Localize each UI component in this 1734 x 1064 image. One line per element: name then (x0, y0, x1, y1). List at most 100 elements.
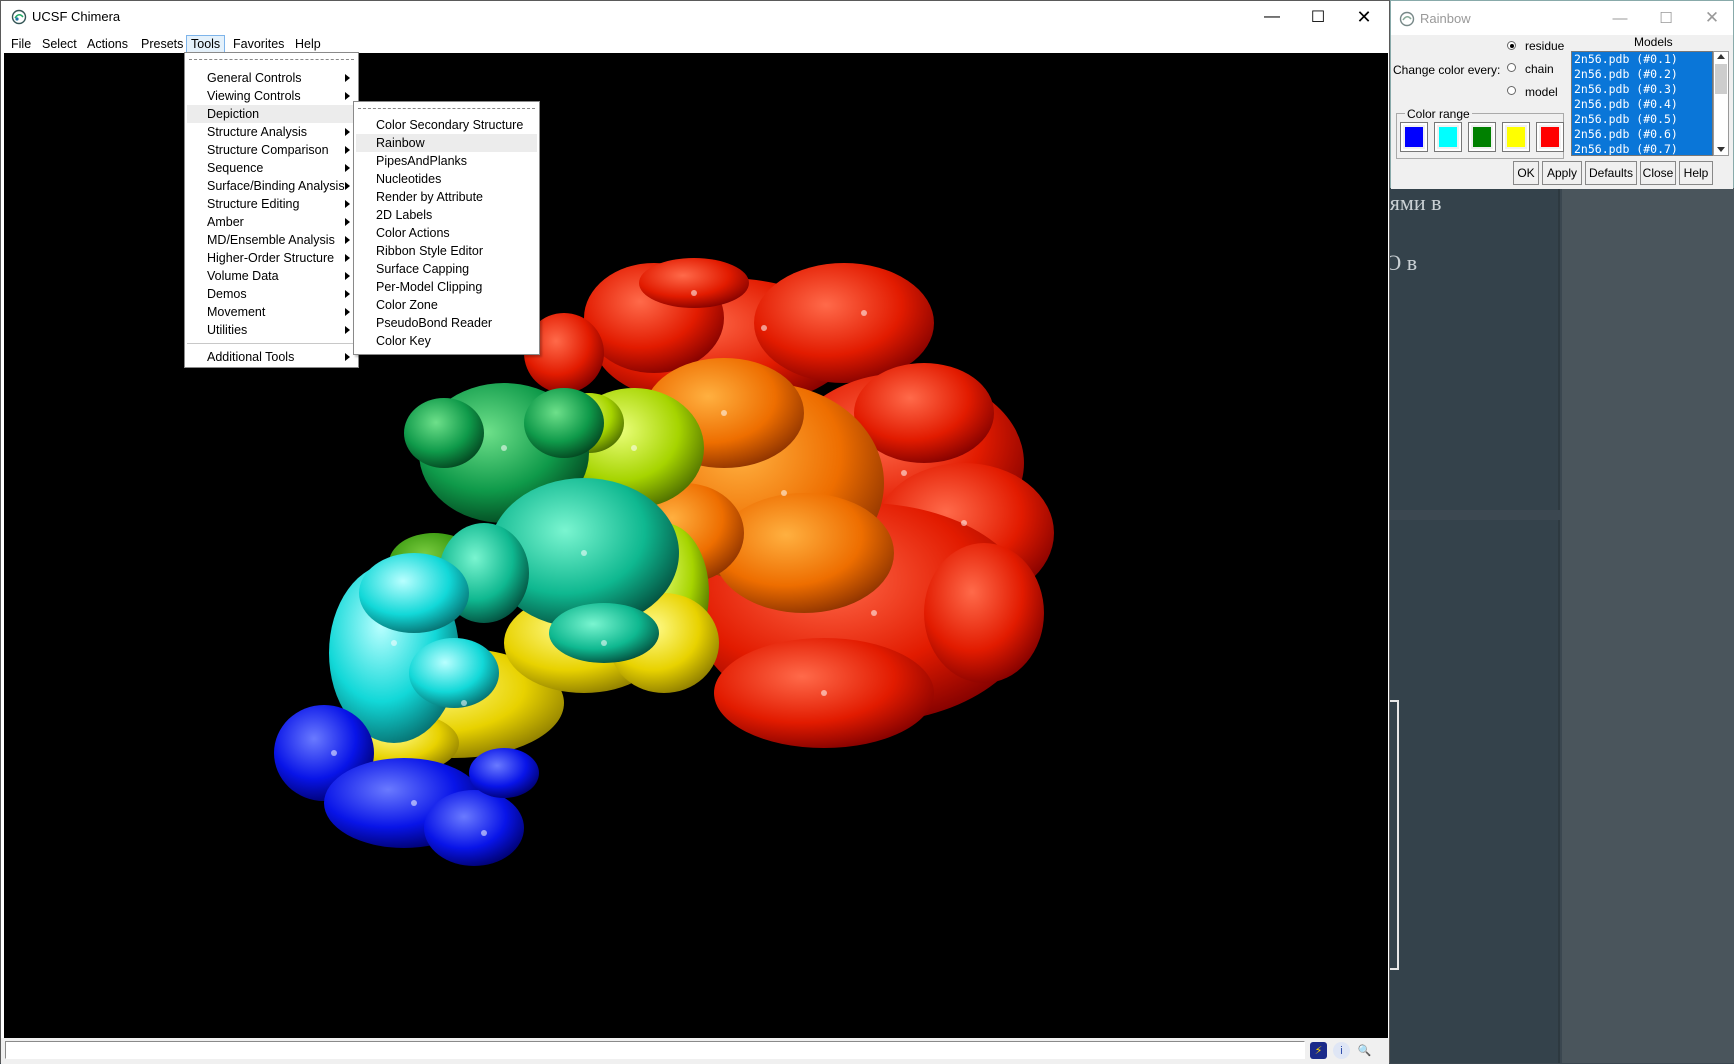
submenu-arrow-icon (345, 290, 350, 298)
menu-presets[interactable]: Presets (141, 37, 184, 51)
tools-menu-item[interactable]: Surface/Binding Analysis (187, 177, 356, 195)
scroll-down-icon[interactable] (1717, 147, 1725, 152)
tools-menu-item[interactable]: Sequence (187, 159, 356, 177)
color-well-green[interactable] (1468, 122, 1496, 152)
submenu-arrow-icon (345, 74, 350, 82)
model-list-item[interactable]: 2n56.pdb (#0.2) (1574, 67, 1678, 81)
tools-menu-item[interactable]: Higher-Order Structure (187, 249, 356, 267)
status-bar: ⚡ i 🔍 (1, 1038, 1389, 1064)
scroll-up-icon[interactable] (1717, 54, 1725, 59)
color-well-yellow[interactable] (1502, 122, 1530, 152)
radio-model[interactable] (1507, 86, 1516, 95)
tools-menu-item-additional[interactable]: Additional Tools (187, 348, 356, 366)
model-list-item[interactable]: 2n56.pdb (#0.6) (1574, 127, 1678, 141)
tools-menu-item[interactable]: General Controls (187, 69, 356, 87)
menu-bar: File Select Actions Presets Tools Favori… (1, 33, 1389, 53)
apply-button[interactable]: Apply (1542, 161, 1582, 185)
background-frame (1385, 700, 1399, 970)
color-well-cyan[interactable] (1434, 122, 1462, 152)
rainbow-title: Rainbow (1420, 11, 1471, 26)
defaults-button[interactable]: Defaults (1585, 161, 1637, 185)
tools-menu-item[interactable]: Utilities (187, 321, 356, 339)
submenu-arrow-icon (345, 326, 350, 334)
depiction-menu-item[interactable]: Color Secondary Structure (376, 118, 524, 132)
status-message-field (5, 1041, 1305, 1059)
depiction-menu-item[interactable]: Surface Capping (376, 262, 470, 276)
depiction-menu-item[interactable]: Nucleotides (376, 172, 442, 186)
depiction-menu-item[interactable]: PseudoBond Reader (376, 316, 493, 330)
menu-tools[interactable]: Tools (186, 35, 226, 53)
radio-residue[interactable] (1507, 41, 1516, 50)
depiction-submenu: Color Secondary Structure Rainbow PipesA… (353, 101, 540, 355)
submenu-arrow-icon (345, 218, 350, 226)
color-well-red[interactable] (1536, 122, 1564, 152)
color-range-label: Color range (1405, 107, 1472, 121)
submenu-arrow-icon (345, 200, 350, 208)
minimize-button[interactable]: — (1612, 9, 1628, 27)
tools-menu-item[interactable]: Volume Data (187, 267, 356, 285)
help-button[interactable]: Help (1679, 161, 1713, 185)
submenu-arrow-icon (345, 164, 350, 172)
model-list-item[interactable]: 2n56.pdb (#0.7) (1574, 142, 1678, 156)
menu-tearoff[interactable] (358, 108, 535, 109)
submenu-arrow-icon (345, 254, 350, 262)
tools-menu-item[interactable]: Amber (187, 213, 356, 231)
tools-menu-item-depiction[interactable]: Depiction (187, 105, 356, 123)
lightning-icon[interactable]: ⚡ (1310, 1042, 1327, 1059)
tools-menu-item[interactable]: Structure Editing (187, 195, 356, 213)
model-list-item[interactable]: 2n56.pdb (#0.3) (1574, 82, 1678, 96)
background-right-panel (1562, 170, 1734, 1063)
tools-menu-item[interactable]: Movement (187, 303, 356, 321)
rainbow-title-bar[interactable]: Rainbow — ☐ ✕ (1391, 1, 1733, 35)
submenu-arrow-icon (345, 353, 350, 361)
tools-menu-item[interactable]: Demos (187, 285, 356, 303)
depiction-menu-item-rainbow[interactable]: Rainbow (356, 134, 537, 152)
depiction-menu-item[interactable]: Ribbon Style Editor (376, 244, 484, 258)
close-button[interactable]: ✕ (1704, 8, 1720, 27)
menu-help[interactable]: Help (295, 37, 321, 51)
close-dialog-button[interactable]: Close (1640, 161, 1676, 185)
info-icon[interactable]: i (1333, 1042, 1350, 1059)
depiction-menu-item[interactable]: Color Actions (376, 226, 450, 240)
ok-button[interactable]: OK (1513, 161, 1539, 185)
rainbow-body: Change color every: residue chain model … (1391, 35, 1733, 189)
title-bar[interactable]: UCSF Chimera — ☐ ✕ (1, 1, 1389, 33)
submenu-arrow-icon (345, 92, 350, 100)
model-list-item[interactable]: 2n56.pdb (#0.1) (1574, 52, 1678, 66)
models-scrollbar[interactable] (1713, 51, 1729, 156)
background-panel (1380, 520, 1560, 1063)
tools-menu-item[interactable]: Viewing Controls (187, 87, 356, 105)
depiction-menu-item[interactable]: Color Key (376, 334, 431, 348)
radio-chain-label: chain (1525, 62, 1554, 76)
menu-tearoff[interactable] (189, 59, 354, 60)
minimize-button[interactable]: — (1264, 8, 1280, 25)
depiction-menu-item[interactable]: Per-Model Clipping (376, 280, 483, 294)
model-list-item[interactable]: 2n56.pdb (#0.5) (1574, 112, 1678, 126)
zoom-icon[interactable]: 🔍 (1357, 1045, 1372, 1057)
depiction-menu-item[interactable]: 2D Labels (376, 208, 433, 222)
menu-actions[interactable]: Actions (87, 37, 128, 51)
maximize-button[interactable]: ☐ (1310, 9, 1326, 26)
depiction-menu-item[interactable]: Color Zone (376, 298, 438, 312)
depiction-menu-item[interactable]: PipesAndPlanks (376, 154, 468, 168)
submenu-arrow-icon (345, 236, 350, 244)
tools-menu-item[interactable]: Structure Comparison (187, 141, 356, 159)
rainbow-dialog: Rainbow — ☐ ✕ Change color every: residu… (1390, 0, 1734, 189)
radio-chain[interactable] (1507, 63, 1516, 72)
menu-file[interactable]: File (11, 37, 32, 51)
models-list[interactable]: 2n56.pdb (#0.1) 2n56.pdb (#0.2) 2n56.pdb… (1571, 51, 1713, 156)
depiction-menu-item[interactable]: Render by Attribute (376, 190, 484, 204)
tools-menu: General Controls Viewing Controls Depict… (184, 52, 359, 368)
scroll-thumb[interactable] (1715, 64, 1727, 94)
submenu-arrow-icon (345, 128, 350, 136)
tools-menu-item[interactable]: MD/Ensemble Analysis (187, 231, 356, 249)
maximize-button[interactable]: ☐ (1659, 10, 1673, 27)
close-button[interactable]: ✕ (1356, 6, 1372, 27)
chimera-logo-icon (1399, 11, 1415, 27)
submenu-arrow-icon (345, 182, 350, 190)
color-well-blue[interactable] (1400, 122, 1428, 152)
menu-select[interactable]: Select (42, 37, 77, 51)
menu-favorites[interactable]: Favorites (233, 37, 285, 51)
model-list-item[interactable]: 2n56.pdb (#0.4) (1574, 97, 1678, 111)
tools-menu-item[interactable]: Structure Analysis (187, 123, 356, 141)
